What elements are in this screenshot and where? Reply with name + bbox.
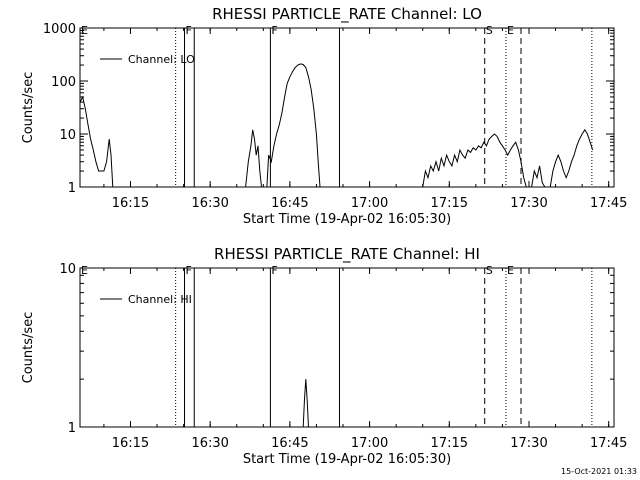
x-tick-label: 16:30	[191, 196, 228, 211]
x-tick-label: 17:15	[431, 196, 468, 211]
x-axis-label: Start Time (19-Apr-02 16:05:30)	[243, 212, 451, 227]
y-tick-label: 10	[59, 128, 76, 143]
chart-title: RHESSI PARTICLE_RATE Channel: HI	[214, 245, 480, 264]
event-marker-label: F	[185, 24, 191, 37]
y-tick-label: 100	[51, 75, 76, 90]
chart-title: RHESSI PARTICLE_RATE Channel: LO	[212, 5, 482, 24]
event-marker-label: S	[486, 24, 493, 37]
y-tick-label: 1	[68, 421, 76, 436]
x-tick-label: 17:45	[590, 196, 627, 211]
y-tick-label: 1	[68, 181, 76, 196]
plot-lo-channel: RHESSI PARTICLE_RATE Channel: LO Start T…	[21, 5, 627, 227]
rate-series-line	[531, 165, 546, 188]
event-marker-label: E	[507, 264, 514, 277]
rate-series-line	[266, 63, 321, 188]
event-marker-label: F	[271, 264, 277, 277]
y-axis-label: Counts/sec	[21, 312, 36, 384]
rate-series-line	[79, 95, 114, 188]
rate-series-line	[245, 129, 262, 188]
plot-frame	[79, 27, 615, 188]
x-tick-label: 17:15	[431, 436, 468, 451]
x-tick-label: 16:45	[271, 196, 308, 211]
x-tick-label: 16:15	[112, 196, 149, 211]
x-tick-label: 16:30	[191, 436, 228, 451]
rate-series-line	[422, 133, 527, 188]
rate-series-line	[549, 128, 594, 188]
x-tick-label: 17:00	[351, 196, 388, 211]
x-tick-label: 16:45	[271, 436, 308, 451]
x-tick-label: 17:30	[510, 196, 547, 211]
event-marker-label: E	[507, 24, 514, 37]
y-axis-label: Counts/sec	[21, 72, 36, 144]
rate-series-line	[302, 379, 309, 428]
x-tick-label: 16:15	[112, 436, 149, 451]
legend-label: Channel: LO	[128, 53, 195, 66]
legend-label: Channel: HI	[128, 293, 192, 306]
event-marker-label: F	[185, 264, 191, 277]
x-axis-label: Start Time (19-Apr-02 16:05:30)	[243, 452, 451, 467]
plot-hi-channel: RHESSI PARTICLE_RATE Channel: HI Start T…	[21, 245, 627, 467]
x-tick-label: 17:45	[590, 436, 627, 451]
timestamp: 15-Oct-2021 01:33	[561, 467, 637, 476]
plot-frame	[79, 267, 615, 428]
edge-marker-label: E	[81, 264, 88, 277]
edge-marker-label: E	[81, 24, 88, 37]
event-marker-label: F	[271, 24, 277, 37]
x-tick-label: 17:00	[351, 436, 388, 451]
event-marker-label: S	[486, 264, 493, 277]
y-tick-label: 10	[59, 262, 76, 277]
x-tick-label: 17:30	[510, 436, 547, 451]
y-tick-label: 1000	[43, 22, 76, 37]
